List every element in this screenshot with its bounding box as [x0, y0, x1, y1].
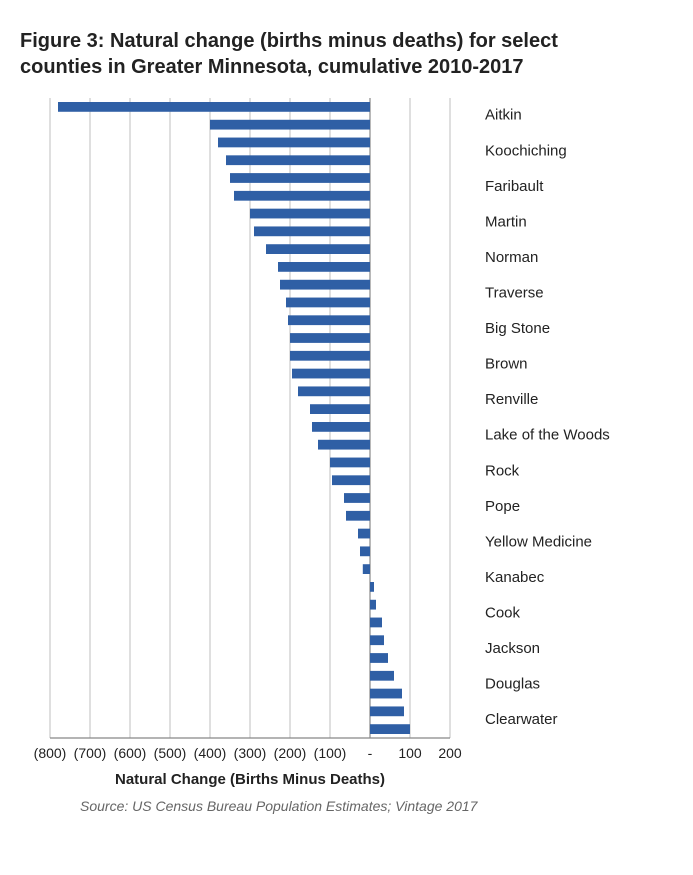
- category-label: Renville: [485, 391, 538, 408]
- x-tick-label: 100: [398, 745, 422, 761]
- bar-chart: Aitkin Koochiching Faribault Martin Norman Tr…: [20, 98, 673, 798]
- x-tick-label: (600): [114, 745, 147, 761]
- bar: [370, 618, 382, 628]
- bar: [370, 689, 402, 699]
- chart-title: Figure 3: Natural change (births minus d…: [20, 28, 580, 80]
- bar: [298, 386, 370, 396]
- bar: [290, 351, 370, 361]
- source-citation: Source: US Census Bureau Population Esti…: [80, 798, 673, 814]
- category-label: Martin: [485, 213, 527, 230]
- bar: [312, 422, 370, 432]
- bar: [58, 102, 370, 112]
- bar: [330, 458, 370, 468]
- bar: [358, 529, 370, 539]
- bar: [226, 155, 370, 165]
- x-axis-title: Natural Change (Births Minus Deaths): [115, 771, 385, 788]
- category-label: Douglas: [485, 676, 540, 693]
- category-label: Koochiching: [485, 142, 567, 159]
- category-label: Lake of the Woods: [485, 427, 610, 444]
- bar: [290, 333, 370, 343]
- bar: [280, 280, 370, 290]
- x-tick-label: (200): [274, 745, 307, 761]
- bar: [288, 315, 370, 325]
- category-label: Aitkin: [485, 107, 522, 124]
- x-tick-label: (400): [194, 745, 227, 761]
- x-tick-label: -: [368, 745, 373, 761]
- category-label: Faribault: [485, 178, 544, 195]
- bar: [310, 404, 370, 414]
- category-label: Pope: [485, 498, 520, 515]
- category-label: Big Stone: [485, 320, 550, 337]
- bar: [254, 226, 370, 236]
- bar: [346, 511, 370, 521]
- bar: [370, 671, 394, 681]
- bar: [292, 369, 370, 379]
- x-tick-label: (300): [234, 745, 267, 761]
- chart-container: Aitkin Koochiching Faribault Martin Norman Tr…: [20, 98, 673, 788]
- bar: [370, 653, 388, 663]
- x-tick-label: (700): [74, 745, 107, 761]
- bar: [344, 493, 370, 503]
- category-label: Rock: [485, 462, 520, 479]
- page-root: Figure 3: Natural change (births minus d…: [0, 0, 693, 875]
- bar: [218, 138, 370, 148]
- bar: [230, 173, 370, 183]
- x-tick-label: 200: [438, 745, 462, 761]
- bar: [363, 564, 370, 574]
- x-tick-label: (500): [154, 745, 187, 761]
- bar: [278, 262, 370, 272]
- bar: [318, 440, 370, 450]
- x-tick-label: (800): [34, 745, 67, 761]
- bar: [234, 191, 370, 201]
- bar: [370, 600, 376, 610]
- category-label: Norman: [485, 249, 538, 266]
- bar: [360, 546, 370, 556]
- category-label: Clearwater: [485, 711, 558, 728]
- category-label: Cook: [485, 605, 521, 622]
- x-tick-label: (100): [314, 745, 347, 761]
- bar: [370, 635, 384, 645]
- category-label: Jackson: [485, 640, 540, 657]
- bar: [286, 298, 370, 308]
- bar: [266, 244, 370, 254]
- bar: [250, 209, 370, 219]
- bar: [332, 475, 370, 485]
- bar: [370, 724, 410, 734]
- category-label: Yellow Medicine: [485, 533, 592, 550]
- category-label: Traverse: [485, 285, 544, 302]
- category-label: Kanabec: [485, 569, 545, 586]
- bar: [370, 706, 404, 716]
- category-label: Brown: [485, 356, 528, 373]
- bar: [210, 120, 370, 130]
- bar: [370, 582, 374, 592]
